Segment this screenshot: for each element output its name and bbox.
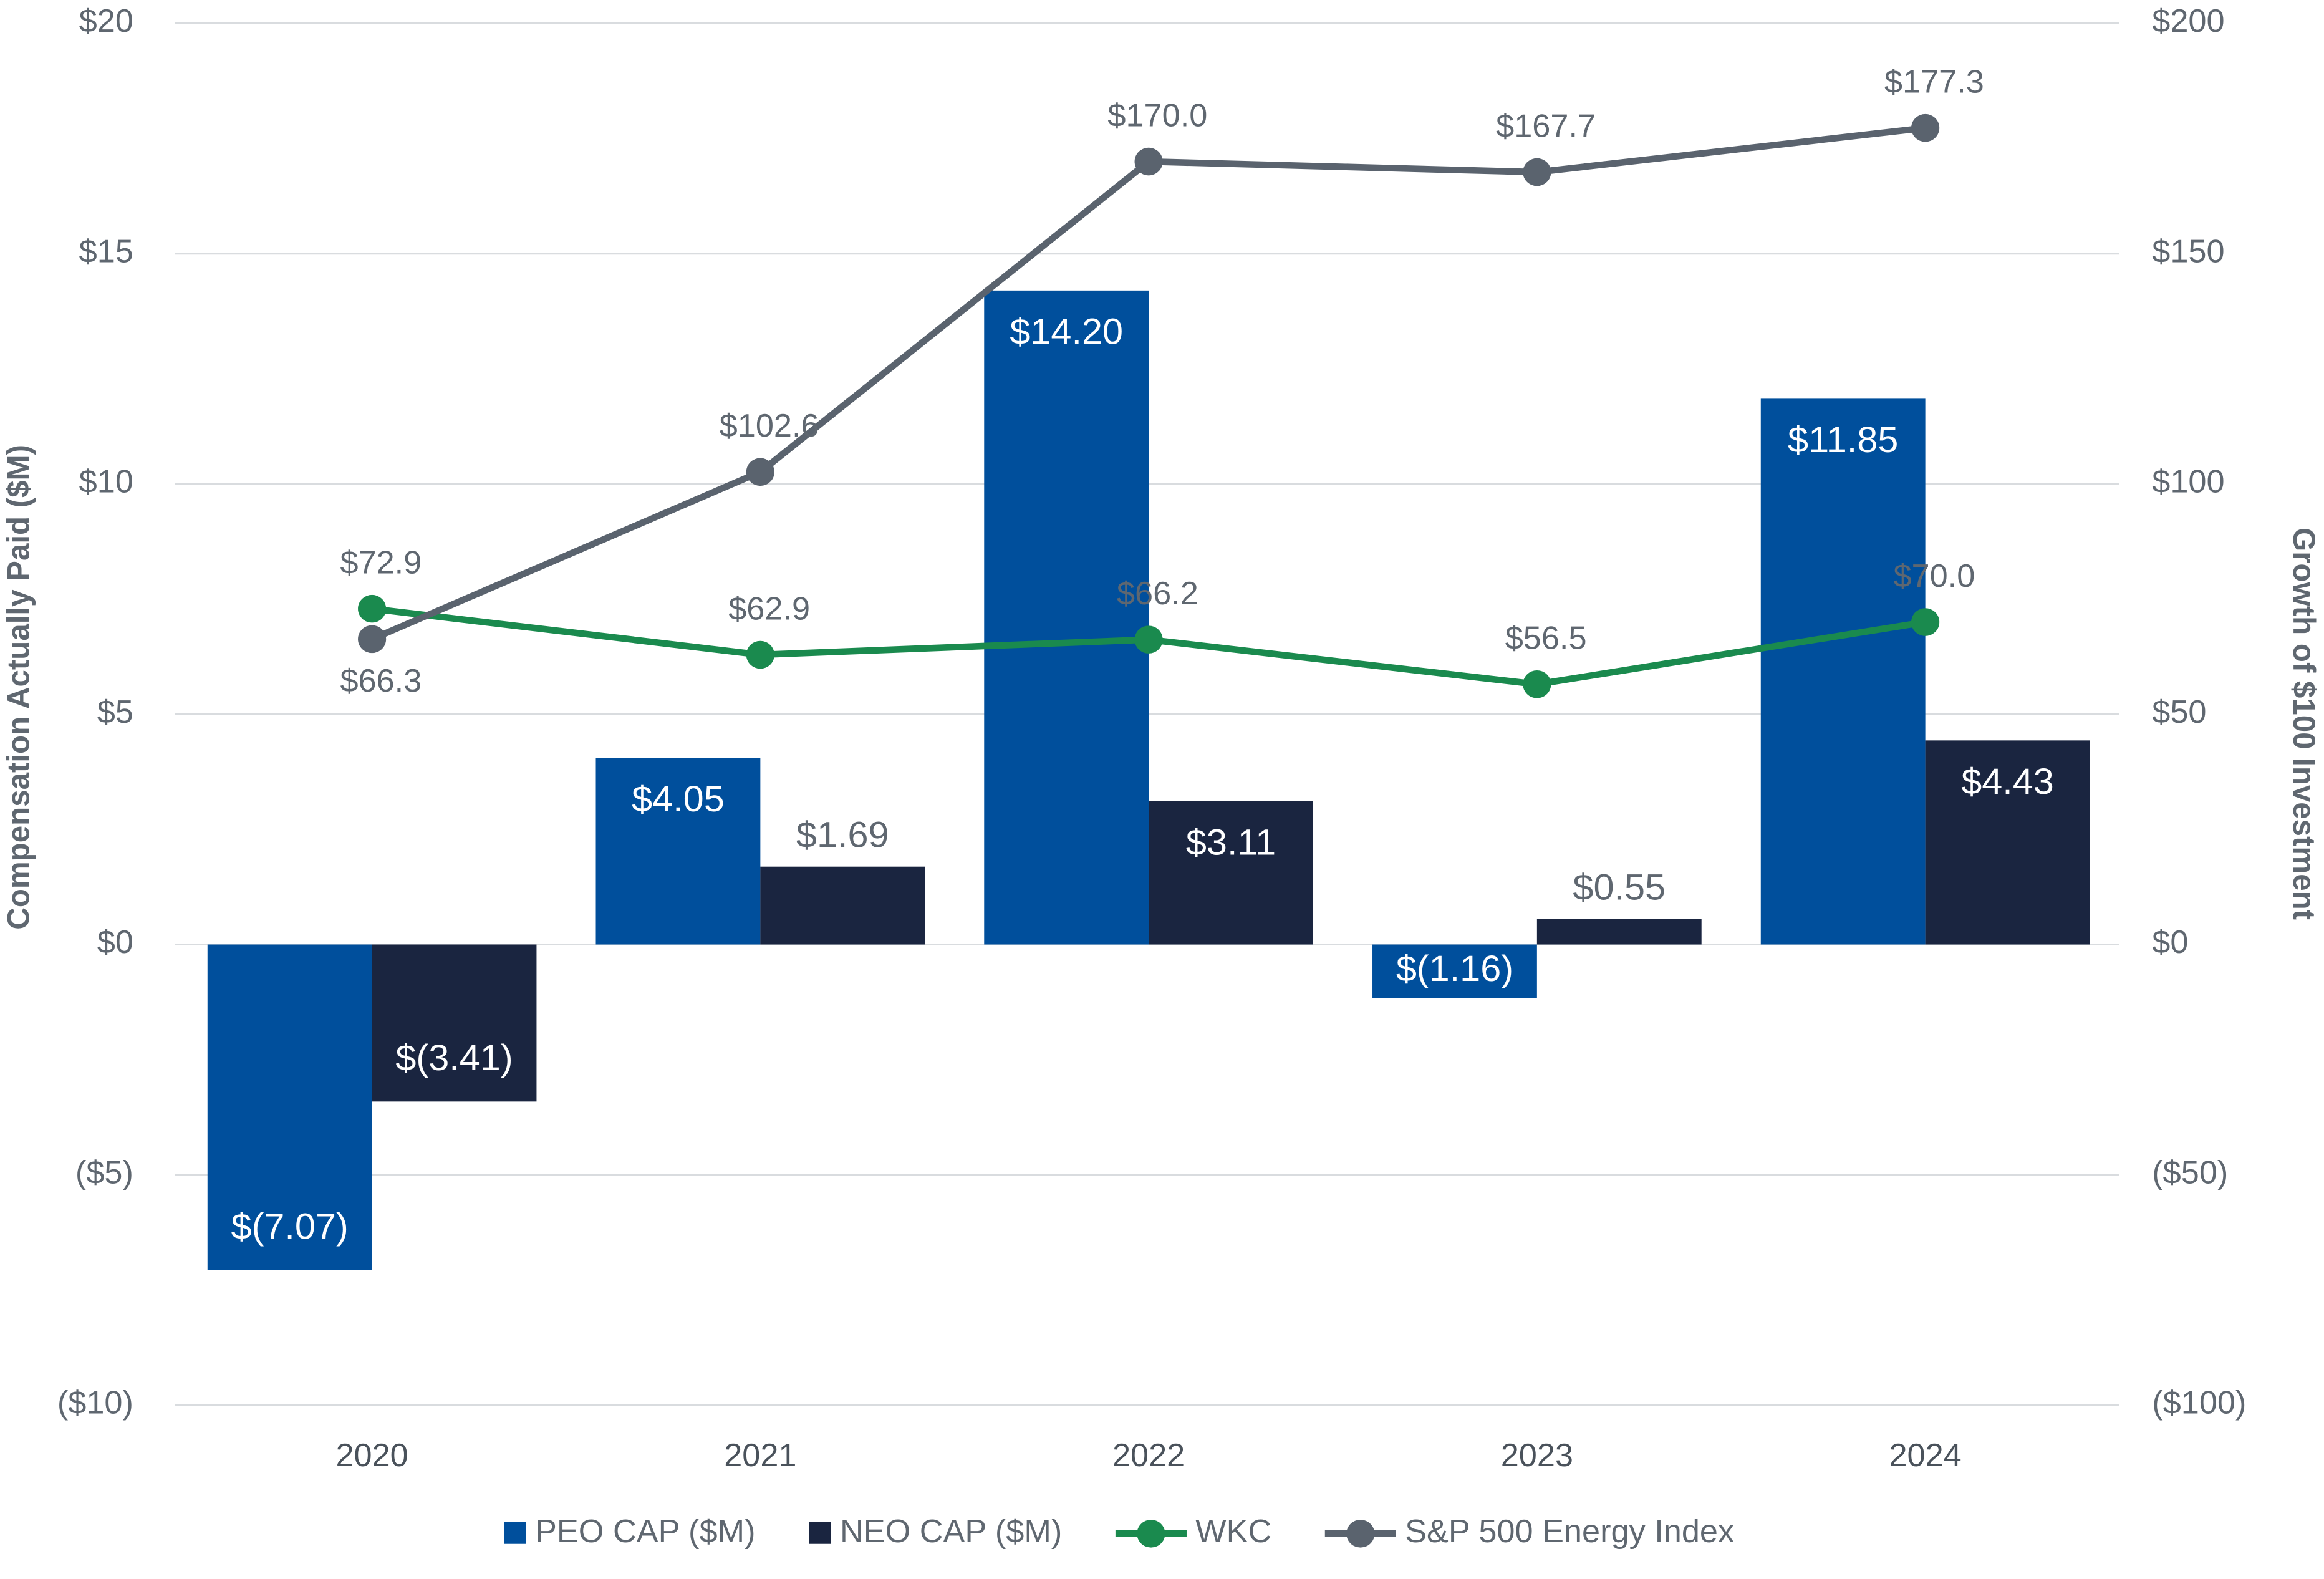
x-tick-label: 2020 — [335, 1437, 408, 1474]
line-point — [358, 594, 387, 623]
x-tick-label: 2024 — [1889, 1437, 1961, 1474]
bar-value-label: $4.05 — [632, 779, 725, 820]
legend-swatch — [809, 1522, 831, 1544]
bar-value-label: $0.55 — [1573, 867, 1666, 908]
bar — [1372, 944, 1537, 998]
legend-item: WKC — [1115, 1514, 1271, 1550]
y-tick-label: $15 — [79, 234, 133, 270]
bar-value-label: $(3.41) — [395, 1038, 513, 1079]
legend-item: PEO CAP ($M) — [504, 1514, 756, 1550]
bar — [760, 866, 925, 945]
legend-item: S&P 500 Energy Index — [1324, 1514, 1734, 1550]
line-point — [1523, 670, 1551, 698]
line-value-label: $66.2 — [1117, 576, 1198, 612]
legend: PEO CAP ($M) NEO CAP ($M) WKC S&P 500 Energ… — [504, 1514, 1734, 1550]
y-tick-label: ($5) — [75, 1155, 133, 1191]
line-value-label: $56.5 — [1505, 620, 1587, 657]
line-point — [746, 458, 774, 486]
y2-tick-label: $50 — [2152, 694, 2206, 730]
bar-value-label: $4.43 — [1961, 761, 2054, 803]
legend-label: PEO CAP ($M) — [535, 1514, 755, 1550]
line-point — [1134, 625, 1163, 654]
legend-swatch — [1137, 1520, 1165, 1548]
y-axis-title: Compensation Actually Paid ($M) — [1, 445, 36, 930]
line-point — [746, 640, 774, 669]
legend-label: S&P 500 Energy Index — [1405, 1514, 1734, 1550]
y2-tick-label: $100 — [2152, 464, 2224, 500]
bar-value-label: $1.69 — [796, 814, 889, 856]
bar-value-label: $11.85 — [1788, 420, 1898, 461]
y2-axis-title: Growth of $100 Investment — [2287, 528, 2322, 920]
legend-item: NEO CAP ($M) — [809, 1514, 1062, 1550]
x-tick-label: 2022 — [1112, 1437, 1185, 1474]
line-value-label: $177.3 — [1884, 64, 1984, 100]
bar — [1536, 919, 1702, 945]
line-value-label: $66.3 — [340, 663, 422, 699]
y-tick-label: $20 — [79, 3, 133, 39]
line-point — [358, 625, 387, 654]
y-tick-label: $0 — [97, 924, 133, 960]
legend-swatch — [1346, 1520, 1375, 1548]
y2-tick-label: $150 — [2152, 234, 2224, 270]
line-value-label: $72.9 — [340, 545, 422, 581]
bar-value-label: $3.11 — [1186, 822, 1276, 863]
bar — [984, 290, 1149, 945]
line-point — [1911, 608, 1940, 636]
bar-value-label: $(1.16) — [1396, 948, 1513, 989]
line-value-label: $167.7 — [1496, 109, 1596, 145]
y-tick-label: ($10) — [57, 1385, 133, 1421]
bar-value-label: $14.20 — [1010, 311, 1123, 352]
line-value-label: $170.0 — [1107, 98, 1207, 134]
y2-tick-label: ($50) — [2152, 1155, 2228, 1191]
bar — [207, 944, 372, 1270]
bar — [1149, 801, 1313, 945]
x-tick-label: 2021 — [724, 1437, 796, 1474]
y2-tick-label: $0 — [2152, 924, 2188, 960]
legend-swatch — [504, 1522, 526, 1544]
y-tick-label: $10 — [79, 464, 133, 500]
bar — [1925, 740, 2090, 945]
line-value-label: $62.9 — [728, 591, 810, 627]
y2-tick-label: ($100) — [2152, 1385, 2246, 1421]
y2-tick-label: $200 — [2152, 3, 2224, 39]
legend-label: WKC — [1195, 1514, 1271, 1550]
line-value-label: $102.6 — [720, 408, 819, 444]
line-point — [1911, 113, 1940, 142]
bar — [1760, 398, 1926, 945]
bar — [595, 758, 761, 945]
bar — [372, 944, 537, 1102]
line-value-label: $70.0 — [1893, 558, 1975, 594]
line-point — [1523, 158, 1551, 186]
y-tick-label: $5 — [97, 694, 133, 730]
x-tick-label: 2023 — [1501, 1437, 1573, 1474]
legend-label: NEO CAP ($M) — [840, 1514, 1062, 1550]
bar-value-label: $(7.07) — [231, 1206, 349, 1247]
line-point — [1134, 147, 1163, 176]
